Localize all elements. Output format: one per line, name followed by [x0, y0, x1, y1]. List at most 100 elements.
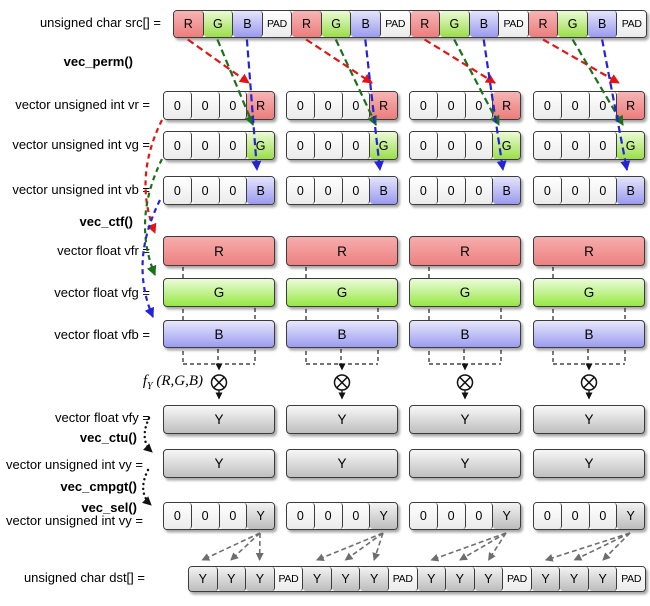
store-arrow [230, 532, 261, 561]
store-arrow [602, 532, 631, 561]
dst-cell-Y: Y [531, 567, 561, 591]
store-arrow [544, 532, 631, 562]
dst-cell-Y: Y [246, 567, 275, 591]
multiply-circle-icon [210, 363, 228, 400]
src-cell-R: R [410, 11, 441, 37]
vy-bar: Y [286, 449, 398, 478]
dst-row: Y Y Y PAD Y Y Y PAD Y Y Y PAD Y Y Y PAD [188, 566, 646, 592]
vb-1-cell-B: B [370, 177, 397, 204]
vg-2-cell-0: 0 [410, 132, 438, 159]
vy2-3-cell-Y: Y [617, 503, 644, 529]
store-arrows [201, 532, 631, 562]
vy2-2-cell-0: 0 [437, 503, 466, 529]
vr-1-cell-R: R [370, 92, 397, 119]
vy2-3-cell-0: 0 [589, 503, 618, 529]
vg-1-cell-0: 0 [342, 132, 371, 159]
vg-label: vector unsigned int vg = [12, 137, 150, 152]
vb-0-cell-0: 0 [191, 177, 220, 204]
src-cell-B: B [587, 11, 618, 37]
dst-cell-Y: Y [360, 567, 389, 591]
vr-3-cell-0: 0 [534, 92, 562, 119]
vec-ctf-label: vec_ctf() [79, 214, 133, 229]
vec-sel-label: vec_sel() [81, 500, 137, 515]
vg-1-cell-G: G [370, 132, 397, 159]
dst-cell-Y: Y [331, 567, 361, 591]
src-row: R G B PAD R G B PAD R G B PAD R G B PAD [173, 10, 647, 38]
vb-1-cell-0: 0 [314, 177, 343, 204]
vr-2-cell-R: R [493, 92, 520, 119]
vfy-bar: Y [286, 405, 398, 434]
vfr-bar: R [286, 236, 398, 266]
vfg-bar: G [533, 278, 645, 307]
vr-1-cell-0: 0 [287, 92, 315, 119]
vb-3-cell-0: 0 [561, 177, 590, 204]
vb-3-cell-0: 0 [589, 177, 618, 204]
vy2-1-cell-0: 0 [287, 503, 315, 529]
store-arrow [430, 532, 507, 562]
vr-0-cell-R: R [247, 92, 274, 119]
src-cell-G: G [203, 11, 234, 37]
vb-2-cell-0: 0 [410, 177, 438, 204]
perm-arrow-r [187, 38, 250, 84]
sel-arrow [142, 468, 153, 507]
vy2-0-cell-0: 0 [191, 503, 220, 529]
src-cell-R: R [292, 11, 322, 37]
dst-cell-Y: Y [417, 567, 447, 591]
vec-ctu-label: vec_ctu() [79, 430, 137, 445]
src-cell-B: B [469, 11, 500, 37]
store-arrow [201, 532, 261, 561]
store-arrow [344, 532, 384, 561]
vfb-bar: B [409, 320, 521, 348]
vy2-2-cell-0: 0 [465, 503, 494, 529]
vfg-bar: G [409, 278, 521, 307]
vy2-1-cell-Y: Y [370, 503, 397, 529]
vb-3-cell-B: B [617, 177, 644, 204]
vfr-bar: R [163, 236, 275, 266]
multiply-circle-icon [580, 363, 598, 400]
perm-arrow-r [305, 38, 373, 84]
vg-3-cell-G: G [617, 132, 644, 159]
vg-0-cell-0: 0 [219, 132, 248, 159]
src-cell-PAD: PAD [262, 11, 293, 37]
dst-cell-Y: Y [189, 567, 218, 591]
vr-label: vector unsigned int vr = [15, 97, 150, 112]
dst-cell-Y: Y [446, 567, 475, 591]
vec-perm-label: vec_perm() [63, 54, 133, 69]
vg-0-cell-0: 0 [164, 132, 192, 159]
vr-0-cell-0: 0 [164, 92, 192, 119]
perm-arrow-r [542, 38, 620, 84]
vy2-0-cell-0: 0 [219, 503, 248, 529]
src-cell-R: R [528, 11, 559, 37]
vb-2-cell-0: 0 [437, 177, 466, 204]
dst-cell-Y: Y [474, 567, 504, 591]
vr-2-cell-0: 0 [437, 92, 466, 119]
vg-3-cell-0: 0 [561, 132, 590, 159]
vg-2-cell-0: 0 [465, 132, 494, 159]
dst-cell-PAD: PAD [617, 567, 645, 591]
vy2-1-cell-0: 0 [342, 503, 371, 529]
vy2-3-cell-0: 0 [534, 503, 562, 529]
store-arrow [459, 532, 507, 561]
dst-cell-PAD: PAD [388, 567, 418, 591]
vg-1-cell-0: 0 [287, 132, 315, 159]
dst-cell-Y: Y [303, 567, 332, 591]
vy2-2-cell-Y: Y [493, 503, 520, 529]
dst-cell-Y: Y [560, 567, 589, 591]
vec-cmpgt-label: vec_cmpgt() [60, 479, 137, 494]
vfb-bar: B [163, 320, 275, 348]
vr-3-cell-0: 0 [589, 92, 618, 119]
vy2-0-cell-0: 0 [164, 503, 192, 529]
vb-1-cell-0: 0 [287, 177, 315, 204]
